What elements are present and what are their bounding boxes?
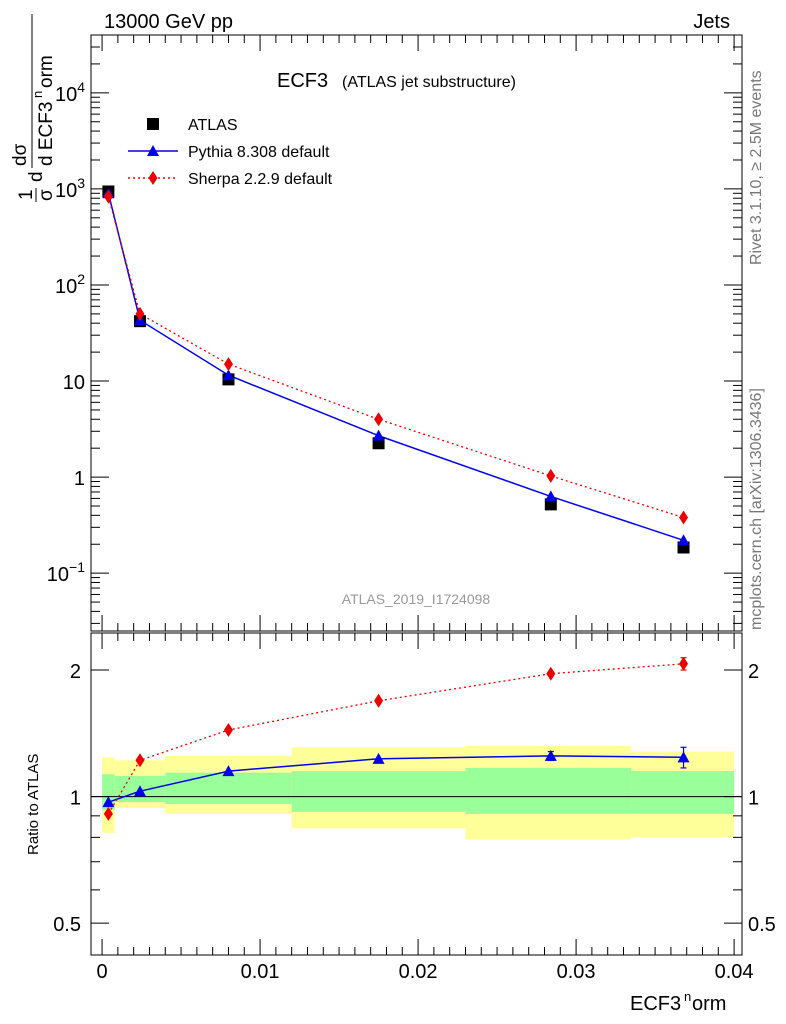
- main-line-sherpa-2-2-9-default: [107, 196, 684, 519]
- svg-text:dσ: dσ: [10, 143, 31, 166]
- ratio-point-sherpa-2-2-9-default: [679, 656, 689, 671]
- legend-marker-atlas: [147, 118, 159, 130]
- ratio-band-inner: [631, 771, 735, 814]
- ratio-y-tick-label-right: 1: [748, 788, 759, 810]
- ratio-x-tick-label: 0.04: [715, 961, 754, 983]
- main-point-atlas: [544, 498, 557, 511]
- main-y-tick-label: 10: [63, 372, 85, 394]
- main-y-tick-label: 104: [55, 79, 85, 106]
- main-point-sherpa-2-2-9-default: [103, 189, 113, 204]
- ratio-band-inner: [465, 767, 632, 814]
- main-y-tick-label: 1: [74, 468, 85, 490]
- svg-text:ECF3: ECF3: [630, 993, 681, 1015]
- ratio-point-pythia-8-308-default: [222, 765, 235, 777]
- svg-text:σ: σ: [36, 189, 57, 201]
- ratio-x-tick-label: 0: [96, 961, 107, 983]
- ratio-y-tick-label: 2: [70, 661, 81, 683]
- ratio-point-pythia-8-308-default: [677, 751, 690, 763]
- main-point-sherpa-2-2-9-default: [135, 306, 145, 321]
- main-point-pythia-8-308-default: [222, 369, 235, 381]
- main-point-sherpa-2-2-9-default: [679, 510, 689, 525]
- ratio-x-tick-label: 0.02: [399, 961, 438, 983]
- ratio-point-sherpa-2-2-9-default: [103, 806, 113, 821]
- ratio-y-tick-label-right: 2: [748, 661, 759, 683]
- ratio-point-pythia-8-308-default: [102, 796, 115, 808]
- legend-marker-sherpa-2-2-9-default: [148, 171, 158, 185]
- chart-subtitle: (ATLAS jet substructure): [342, 74, 516, 91]
- ratio-band-inner: [291, 771, 466, 812]
- analysis-id-label: ATLAS_2019_I1724098: [342, 591, 491, 607]
- rivet-version-label: Rivet 3.1.10, ≥ 2.5M events: [748, 70, 765, 265]
- svg-text:orm: orm: [692, 993, 726, 1015]
- ratio-point-sherpa-2-2-9-default: [374, 693, 384, 708]
- svg-text:1: 1: [16, 189, 37, 200]
- svg-text:n: n: [30, 91, 45, 98]
- main-y-tick-label: 103: [55, 175, 85, 202]
- main-point-sherpa-2-2-9-default: [374, 412, 384, 427]
- ratio-panel: 0.5 0.5 1 1 2 2 0 0.01 0.02 0.03 0.04 Ratio to AT…: [25, 632, 776, 1015]
- mcplots-reference-label: mcplots.cern.ch [arXiv:1306.3436]: [748, 388, 765, 630]
- x-axis-label: ECF3 n orm: [630, 989, 726, 1015]
- ratio-y-tick-label: 1: [70, 788, 81, 810]
- ratio-line-pythia-8-308-default: [108, 755, 684, 803]
- svg-text:d ECF3: d ECF3: [36, 102, 57, 166]
- main-point-pythia-8-308-default: [544, 490, 557, 502]
- legend-marker-pythia-8-308-default: [147, 145, 159, 156]
- ratio-y-tick-label: 0.5: [53, 914, 81, 936]
- ratio-point-pythia-8-308-default: [544, 749, 557, 761]
- ratio-plot-frame: [90, 632, 743, 956]
- main-panel: 10−1 1 10 102 103 104 ECF3 (ATLAS jet substru…: [10, 14, 743, 632]
- energy-label: 13000 GeV pp: [104, 11, 233, 33]
- main-point-sherpa-2-2-9-default: [546, 468, 556, 483]
- svg-text:orm: orm: [36, 55, 57, 88]
- ratio-point-sherpa-2-2-9-default: [223, 723, 233, 738]
- ratio-point-sherpa-2-2-9-default: [546, 666, 556, 681]
- main-point-pythia-8-308-default: [677, 534, 690, 546]
- ratio-y-axis-label: Ratio to ATLAS: [25, 754, 42, 855]
- legend-label-pythia-8-308-default: Pythia 8.308 default: [188, 144, 330, 161]
- ratio-point-pythia-8-308-default: [372, 752, 385, 764]
- svg-text:n: n: [684, 989, 691, 1004]
- main-y-axis-label-full: 1 σ d dσ d ECF3 n orm: [10, 14, 57, 202]
- ratio-line-sherpa-2-2-9-default: [107, 663, 684, 815]
- legend: ATLAS Pythia 8.308 default Sherpa 2.2.9 de…: [128, 117, 333, 188]
- legend-label-atlas: ATLAS: [188, 117, 238, 134]
- main-point-pythia-8-308-default: [372, 429, 385, 441]
- process-label: Jets: [693, 11, 730, 33]
- chart-title: ECF3: [277, 70, 328, 92]
- ratio-x-tick-label: 0.03: [557, 961, 596, 983]
- main-point-sherpa-2-2-9-default: [223, 357, 233, 372]
- ratio-point-pythia-8-308-default: [133, 785, 146, 797]
- svg-text:d: d: [26, 171, 47, 182]
- main-y-tick-label: 10−1: [47, 559, 85, 586]
- main-plot-frame: [90, 34, 743, 632]
- main-line-pythia-8-308-default: [107, 193, 684, 542]
- ratio-band-inner: [165, 772, 292, 805]
- ratio-point-sherpa-2-2-9-default: [135, 753, 145, 768]
- ratio-y-tick-label-right: 0.5: [748, 914, 776, 936]
- ratio-x-tick-label: 0.01: [241, 961, 280, 983]
- main-y-tick-label: 102: [55, 271, 85, 298]
- legend-label-sherpa-2-2-9-default: Sherpa 2.2.9 default: [188, 171, 333, 188]
